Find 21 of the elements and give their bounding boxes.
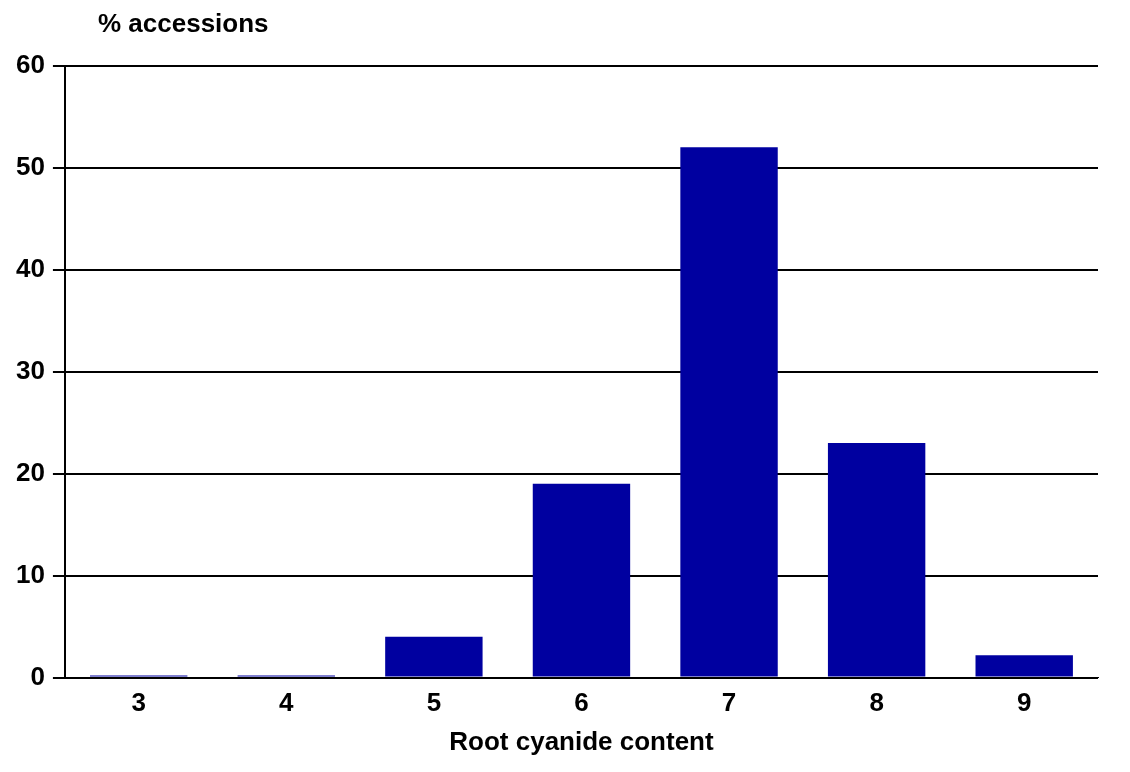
y-tick-label: 40	[16, 252, 45, 283]
y-tick-label: 20	[16, 456, 45, 487]
y-tick-label: 50	[16, 150, 45, 181]
y-axis-title: % accessions	[98, 8, 270, 40]
y-tick-label: 0	[30, 660, 45, 691]
bar	[385, 636, 483, 677]
bar	[680, 147, 778, 677]
x-tick-label: 3	[131, 687, 146, 718]
y-tick-label: 30	[16, 354, 45, 385]
x-tick-label: 9	[1016, 687, 1032, 718]
x-axis-title: Root cyanide content	[449, 725, 714, 756]
x-tick-label: 6	[574, 687, 589, 718]
bar	[827, 443, 926, 677]
bar	[532, 483, 631, 677]
y-tick-label: 10	[16, 558, 45, 589]
x-tick-label: 8	[869, 687, 884, 718]
x-tick-label: 7	[721, 687, 737, 718]
x-tick-label: 4	[279, 687, 295, 718]
bar	[975, 655, 1073, 677]
y-tick-label: 60	[16, 48, 45, 79]
x-tick-label: 5	[426, 687, 442, 718]
